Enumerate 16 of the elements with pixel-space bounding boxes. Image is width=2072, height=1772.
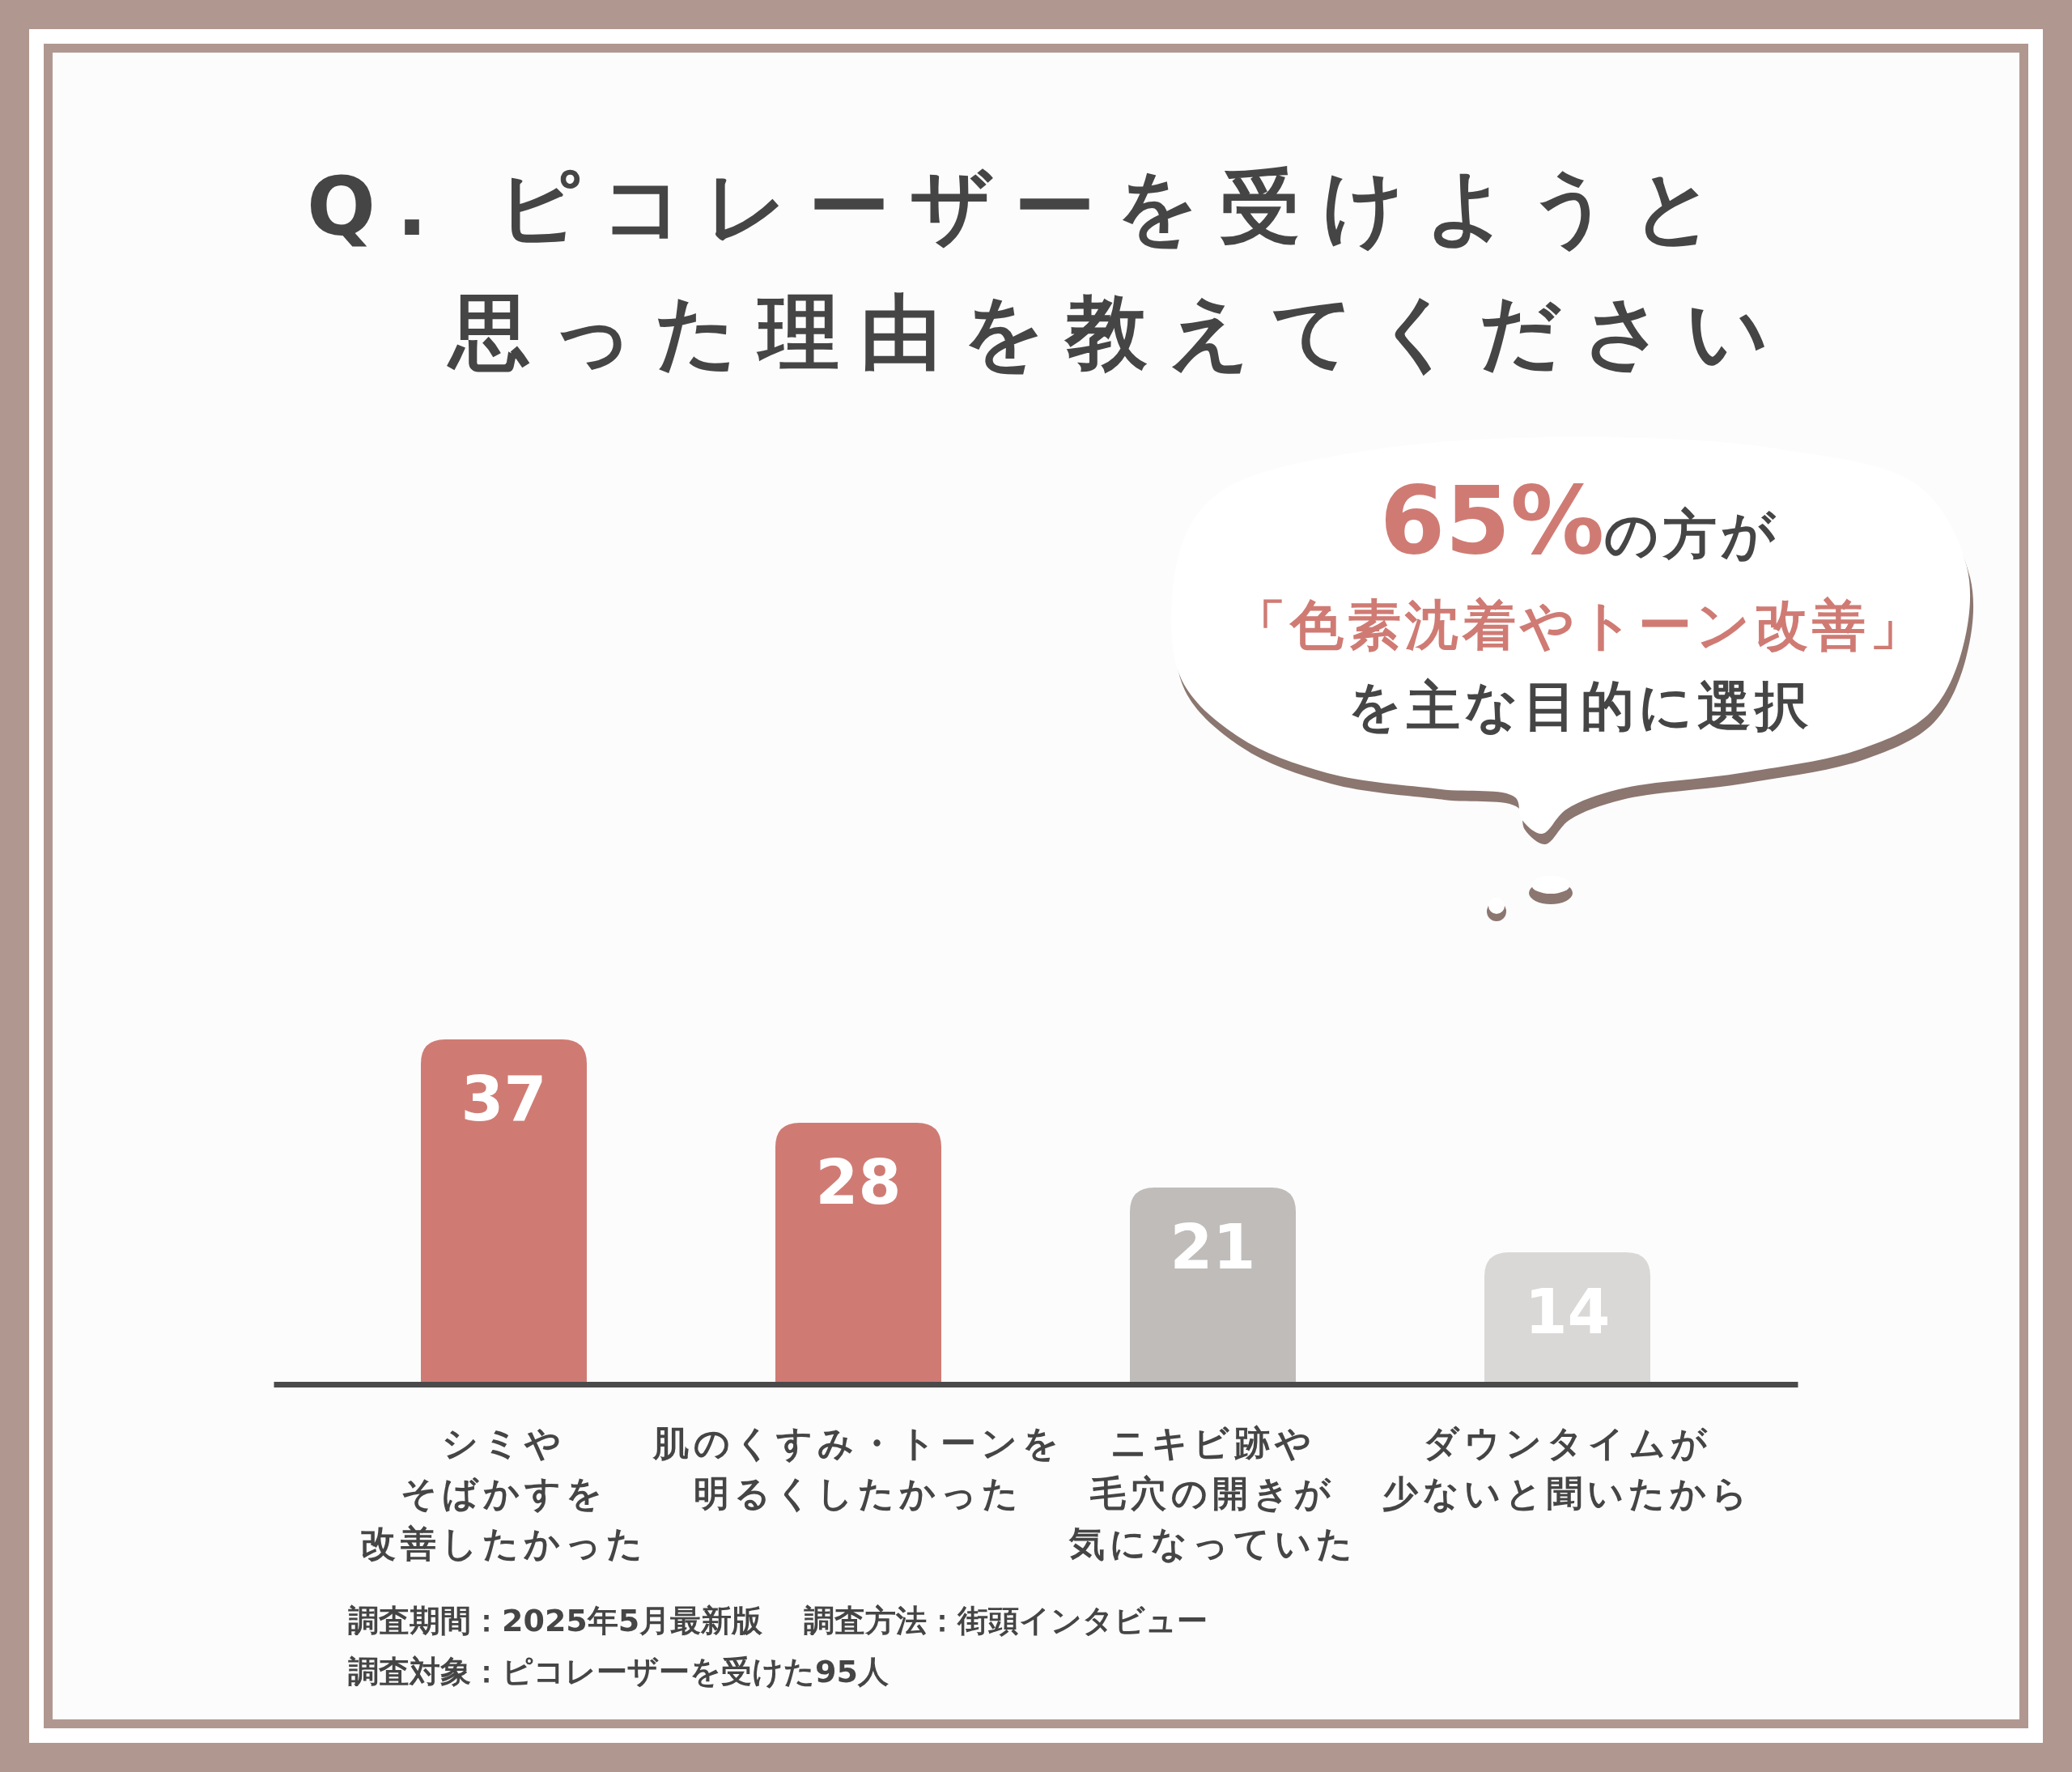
x-tick-label: ダウンタイムが少ないと聞いたから <box>1382 1422 1753 1514</box>
text: 調査方法：街頭インタビュー <box>804 1603 1208 1638</box>
data-label: 21 <box>1170 1210 1256 1283</box>
chart-title: Q. ピコレーザーを受けようと思った理由を教えてください <box>307 159 1790 380</box>
data-label: 37 <box>461 1063 547 1135</box>
x-tick-label: シミやそばかすを改善したかった <box>359 1422 648 1564</box>
text: 65%の方が「色素沈着やトーン改善」を主な目的に選択 <box>1233 465 1927 737</box>
x-tick-label: ニキビ跡や毛穴の開きが気になっていた <box>1068 1422 1357 1564</box>
bar <box>1130 1187 1296 1382</box>
text: 調査対象：ピコレーザーを受けた95人 <box>348 1654 889 1689</box>
text: 調査期間：2025年5月最新版 <box>348 1603 764 1638</box>
x-tick-label: 肌のくすみ・トーンを明るくしたかった <box>652 1422 1064 1514</box>
bar <box>420 1039 587 1382</box>
data-label: 28 <box>815 1145 902 1218</box>
bar <box>1484 1251 1651 1382</box>
bar <box>775 1122 941 1382</box>
